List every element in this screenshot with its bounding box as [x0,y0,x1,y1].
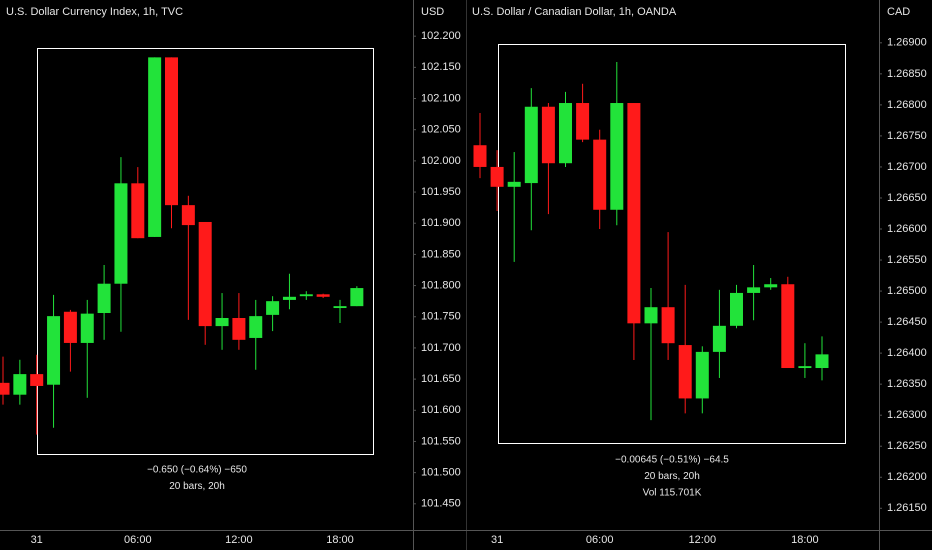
candle-body [524,106,538,184]
candle-body [747,287,761,293]
x-tick-label: 18:00 [326,534,354,546]
y-tick-label: 1.26700 [887,161,927,173]
y-tick-label: 101.600 [421,404,461,416]
y-tick-label: 102.100 [421,92,461,104]
y-tick-label: 101.950 [421,186,461,198]
y-tick-label: 1.26450 [887,316,927,328]
candle-body [678,345,692,399]
y-tick-label: 1.26900 [887,37,927,49]
selection-box [498,44,846,444]
y-tick-label: 101.450 [421,498,461,510]
annotation: 20 bars, 20h [169,481,225,492]
candle-body [249,316,263,338]
candle-body [0,382,10,395]
candle-body [333,306,347,309]
y-tick-label: 1.26400 [887,347,927,359]
candle-body [661,307,675,344]
y-tick-label: 102.150 [421,61,461,73]
y-tick-label: 1.26300 [887,409,927,421]
candle-body [215,318,229,327]
candle-body [712,325,726,352]
annotation: −0.00645 (−0.51%) −64.5 [615,455,729,466]
candle-body [266,301,280,315]
candle-body [541,106,555,164]
chart-title: U.S. Dollar Currency Index, 1h, TVC [6,6,183,18]
y-tick-label: 1.26650 [887,192,927,204]
candle-body [148,57,162,237]
y-tick-label: 101.500 [421,467,461,479]
candle-body [798,366,812,369]
x-tick-label: 06:00 [586,534,614,546]
candle-body [316,294,330,297]
candle-body [80,313,94,343]
candle-body [30,374,44,386]
y-tick-label: 1.26850 [887,68,927,80]
x-tick-label: 06:00 [124,534,152,546]
candle-body [282,296,296,300]
y-tick-label: 101.750 [421,311,461,323]
candle-body [165,57,178,206]
x-tick-label: 12:00 [689,534,717,546]
candle-body [473,145,487,167]
y-tick-label: 101.550 [421,435,461,447]
y-tick-label: 1.26600 [887,223,927,235]
candle-body [13,374,27,395]
y-tick-label: 1.26500 [887,285,927,297]
axis-unit-label: USD [421,6,444,18]
annotation: −0.650 (−0.64%) −650 [147,465,247,476]
y-tick-label: 1.26750 [887,130,927,142]
annotation: 20 bars, 20h [644,471,700,482]
candle-body [730,292,743,326]
annotation: Vol 115.701K [643,488,702,499]
x-tick-label: 31 [31,534,43,546]
candle-body [232,318,246,340]
candle-body [490,166,504,187]
y-tick-label: 1.26250 [887,440,927,452]
candle-body [131,183,145,239]
candle-body [559,103,572,164]
candle-body [815,354,829,369]
y-tick-label: 1.26550 [887,254,927,266]
candle-body [593,139,607,210]
x-tick-label: 31 [491,534,503,546]
candle-body [644,307,658,324]
x-tick-label: 18:00 [791,534,819,546]
candle-body [63,311,77,343]
y-tick-label: 1.26200 [887,471,927,483]
candle-body [610,103,624,210]
y-tick-label: 101.900 [421,217,461,229]
axis-unit-label: CAD [887,6,910,18]
chart-title: U.S. Dollar / Canadian Dollar, 1h, OANDA [472,6,677,18]
candle-body [764,284,778,288]
y-tick-label: 102.200 [421,30,461,42]
candle-body [97,283,111,314]
y-tick-label: 101.650 [421,373,461,385]
y-tick-label: 1.26350 [887,378,927,390]
candle-body [781,284,795,369]
candle-body [350,288,364,307]
y-tick-label: 1.26800 [887,99,927,111]
candle-body [576,103,590,140]
y-tick-label: 102.050 [421,124,461,136]
y-tick-label: 101.850 [421,248,461,260]
candle-body [507,181,521,187]
candle-body [695,351,709,399]
y-tick-label: 1.26150 [887,502,927,514]
candle-body [627,103,641,324]
y-tick-label: 101.800 [421,279,461,291]
candle-body [114,183,128,284]
x-tick-label: 12:00 [225,534,253,546]
selection-box [37,48,374,455]
candle-body [47,316,61,385]
candle-body [198,221,212,327]
candle-body [181,205,195,226]
y-tick-label: 102.000 [421,155,461,167]
candle-body [299,294,313,297]
y-tick-label: 101.700 [421,342,461,354]
